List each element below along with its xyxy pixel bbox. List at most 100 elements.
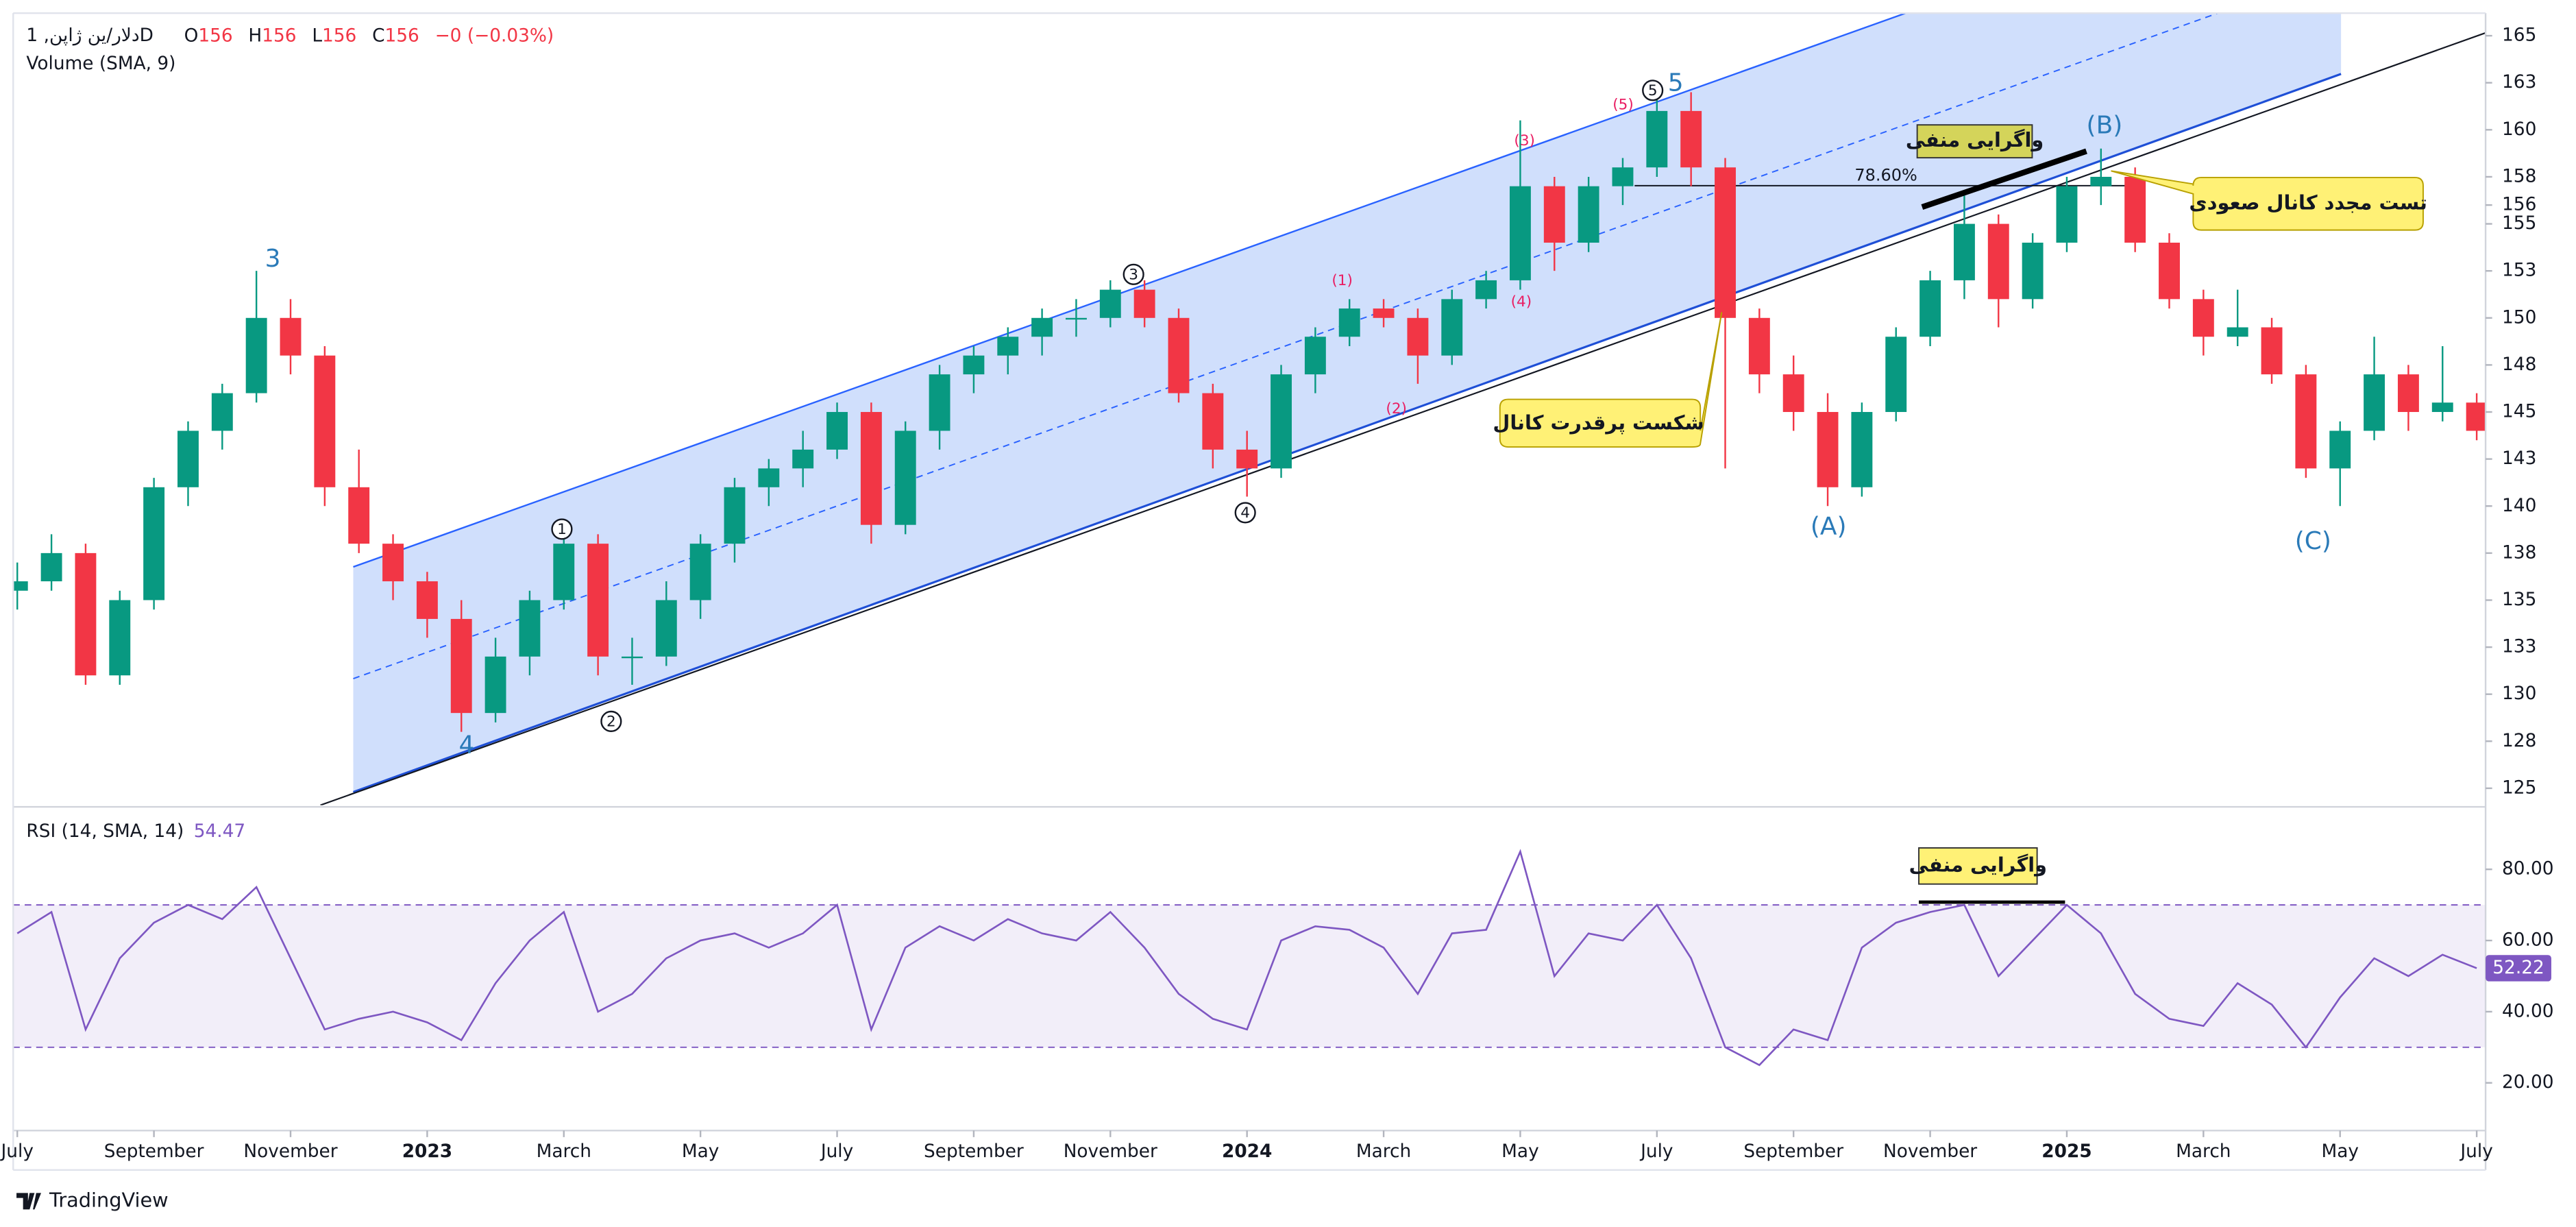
subwave-label: (5)	[1612, 96, 1634, 113]
rsi-band	[13, 905, 2486, 1047]
high-value: 156	[262, 25, 296, 46]
wave-circle	[1234, 502, 1256, 524]
candle-body	[1680, 110, 1702, 168]
y-tick-label: 158	[2502, 166, 2536, 186]
candle-body	[519, 600, 541, 657]
candle-body	[1509, 186, 1531, 280]
breakout-callout	[1499, 312, 1723, 448]
y-tick-label: 163	[2502, 72, 2536, 93]
y-tick-label: 128	[2502, 731, 2536, 751]
candle-body	[109, 600, 131, 676]
wave-circle	[600, 710, 622, 732]
x-tick-label: 2025	[2041, 1141, 2092, 1162]
y-tick-label: 60.00	[2502, 930, 2553, 951]
candle-body	[75, 552, 97, 676]
wave-number: 3	[1129, 267, 1138, 284]
candle-body	[1441, 299, 1463, 356]
candle-body	[1031, 317, 1053, 337]
candle-body	[2261, 327, 2283, 375]
candle-body	[758, 468, 780, 487]
candle-body	[655, 600, 677, 657]
candle-body	[1782, 374, 1804, 413]
x-tick-label: September	[104, 1141, 204, 1162]
candle-body	[1475, 280, 1497, 300]
candle-body	[689, 544, 711, 600]
y-tick-label: 145	[2502, 402, 2536, 422]
candle-body	[211, 393, 233, 431]
channel-upper	[353, 13, 1906, 568]
candle-body	[1133, 289, 1155, 318]
volume-legend: Volume (SMA, 9)	[26, 53, 175, 74]
candle-body	[792, 449, 814, 469]
candle-body	[416, 581, 438, 619]
wave-circle	[1123, 263, 1144, 285]
wave-label: (A)	[1811, 513, 1847, 541]
candle-body	[1953, 223, 1975, 280]
high-label: H	[248, 25, 262, 46]
x-tick-label: May	[2321, 1141, 2359, 1162]
candle-body	[894, 430, 916, 525]
candle-body	[1919, 280, 1941, 337]
open-label: O	[184, 25, 199, 46]
y-tick-label: 135	[2502, 590, 2536, 610]
candle-body	[826, 412, 848, 450]
candle-body	[314, 355, 336, 487]
brand: TradingView	[49, 1188, 169, 1211]
candle-body	[1338, 308, 1360, 337]
candle-body	[450, 618, 472, 714]
x-tick-label: November	[1883, 1141, 1977, 1162]
open-value: 156	[198, 25, 232, 46]
wave-label: (C)	[2295, 527, 2331, 555]
x-tick-label: March	[2176, 1141, 2231, 1162]
close-label: C	[372, 25, 384, 46]
candle-body	[2022, 243, 2044, 300]
wave-label: 5	[1668, 69, 1684, 97]
channel-middle	[353, 13, 2218, 679]
y-tick-label: 150	[2502, 307, 2536, 328]
candle-body	[13, 581, 28, 591]
candle-body	[1202, 393, 1224, 450]
candle-body	[1407, 317, 1429, 356]
candle-body	[2159, 243, 2180, 300]
low-label: L	[312, 25, 322, 46]
fib-label: 78.60%	[1854, 166, 1917, 185]
channel-fill	[353, 13, 2342, 792]
subwave-label: (2)	[1386, 400, 1407, 417]
candle-body	[484, 656, 506, 714]
candle-body	[1168, 317, 1190, 393]
y-tick-label: 155	[2502, 213, 2536, 234]
candle-body	[1065, 317, 1087, 320]
candle-body	[1646, 110, 1668, 168]
breakout-text: شکست پرقدرت کانال	[1493, 411, 1704, 434]
x-tick-label: July	[820, 1141, 853, 1162]
wave-number: 4	[1240, 505, 1250, 522]
x-tick-label: May	[1501, 1141, 1539, 1162]
y-tick-label: 125	[2502, 777, 2536, 798]
retest-text: تست مجدد کانال صعودی	[2189, 191, 2427, 214]
y-tick-label: 153	[2502, 260, 2536, 281]
y-tick-label: 133	[2502, 637, 2536, 657]
price-pane	[13, 82, 2486, 732]
wave-number: 1	[557, 521, 567, 538]
candle-body	[1543, 186, 1565, 243]
candle-body	[2295, 374, 2317, 469]
x-tick-label: July	[0, 1141, 34, 1162]
y-tick-label: 160	[2502, 119, 2536, 140]
x-tick-label: May	[682, 1141, 720, 1162]
candle-body	[2192, 299, 2214, 337]
y-tick-label: 156	[2502, 195, 2536, 215]
channel	[320, 13, 2486, 805]
candle-body	[382, 544, 404, 582]
candle-body	[143, 487, 165, 600]
candle-body	[1817, 412, 1839, 487]
legend: دلار/ین ژاپن, 1D O156 H156 L156 C156 −0 …	[26, 25, 554, 841]
rsi-pane	[13, 849, 2486, 1067]
price-tags: 52.22	[2486, 955, 2551, 982]
x-tick-label: November	[243, 1141, 337, 1162]
y-tick-label: 165	[2502, 25, 2536, 46]
x-tick-label: July	[2459, 1141, 2492, 1162]
wave-circle	[1642, 80, 1664, 101]
candle-body	[245, 317, 267, 393]
y-tick-label: 20.00	[2502, 1072, 2553, 1093]
